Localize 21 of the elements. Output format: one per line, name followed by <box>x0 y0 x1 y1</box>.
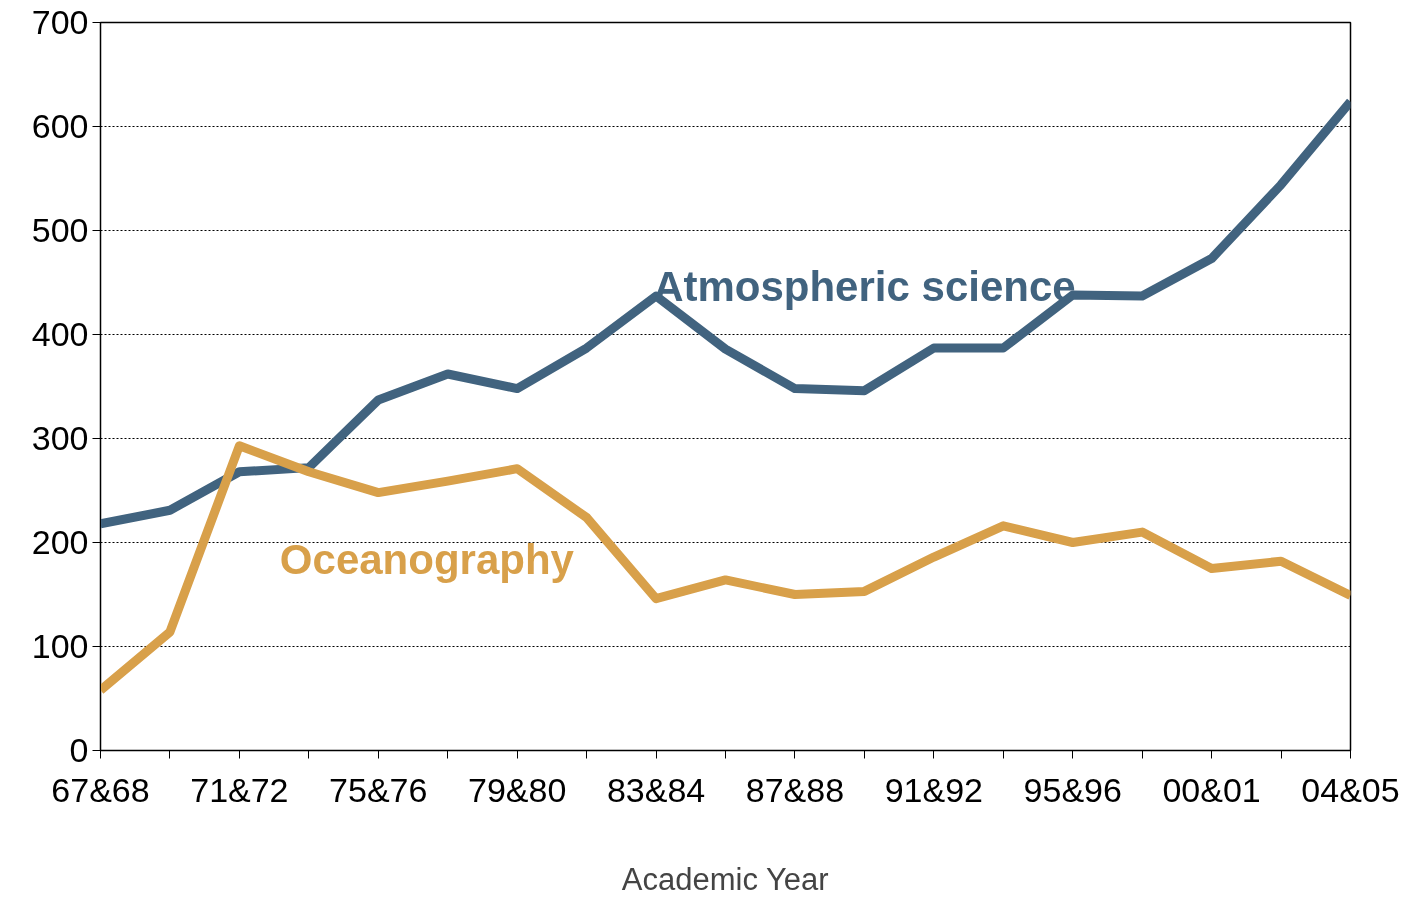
y-tick-label: 400 <box>31 315 89 353</box>
y-tick-label: 600 <box>31 107 89 145</box>
y-tick-label: 0 <box>69 731 89 769</box>
y-tick-label: 500 <box>31 211 89 249</box>
x-tick-label: 75&76 <box>329 770 428 809</box>
x-tick-label: 83&84 <box>606 770 706 809</box>
x-tick-label: 95&96 <box>1023 770 1122 809</box>
series-label: Oceanography <box>279 535 575 583</box>
y-tick-label: 200 <box>31 523 89 561</box>
x-tick-label: 00&01 <box>1162 770 1261 809</box>
y-tick-label: 100 <box>31 627 89 665</box>
x-tick-label: 91&92 <box>884 770 983 809</box>
x-tick-label: 79&80 <box>468 770 567 809</box>
y-tick-label: 300 <box>31 419 89 457</box>
x-tick-label: 71&72 <box>190 770 289 809</box>
x-tick-label: 87&88 <box>745 770 845 809</box>
x-tick-label: 04&05 <box>1301 770 1400 809</box>
series-label: Atmospheric science <box>653 263 1076 311</box>
y-tick-label: 700 <box>31 3 89 41</box>
x-tick-label: 67&68 <box>51 770 150 809</box>
x-axis-title: Academic Year <box>621 861 829 897</box>
